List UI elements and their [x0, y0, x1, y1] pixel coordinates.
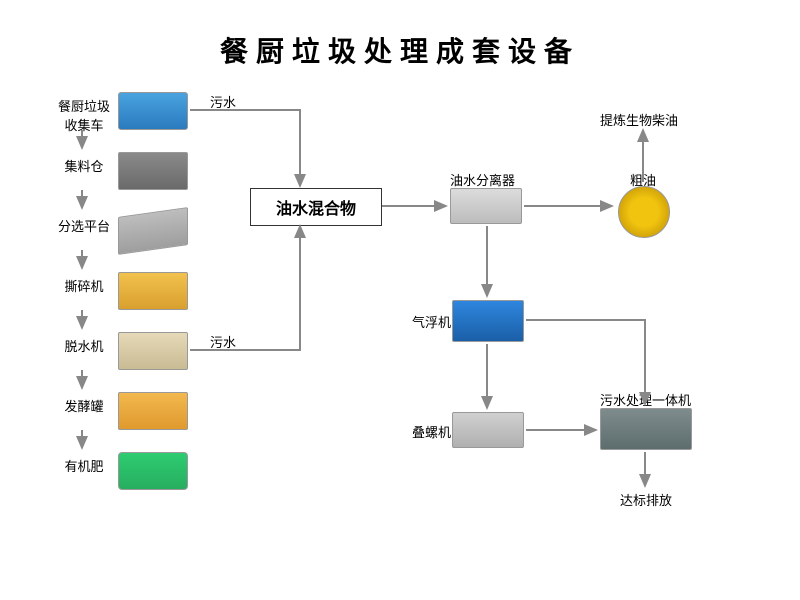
screw-label: 叠螺机 — [412, 422, 451, 441]
daf-label: 气浮机 — [412, 312, 451, 331]
biodiesel-label: 提炼生物柴油 — [600, 110, 678, 129]
mixture-label: 油水混合物 — [276, 195, 356, 219]
screw-equip — [452, 412, 524, 448]
sewage-label-top: 污水 — [210, 92, 236, 111]
sewage-label-mid: 污水 — [210, 332, 236, 351]
left-label-6: 有机肥 — [56, 456, 112, 475]
discharge-label: 达标排放 — [620, 490, 672, 509]
separator-equip — [450, 188, 522, 224]
left-label-0: 餐厨垃圾 收集车 — [56, 96, 112, 134]
left-equip-1 — [118, 152, 188, 190]
left-label-3: 撕碎机 — [56, 276, 112, 295]
wwtp-equip — [600, 408, 692, 450]
wwtp-label: 污水处理一体机 — [600, 390, 691, 409]
left-equip-2 — [118, 207, 188, 255]
left-equip-4 — [118, 332, 188, 370]
oil-cup — [618, 186, 670, 238]
diagram-title: 餐厨垃圾处理成套设备 — [0, 30, 800, 70]
separator-label: 油水分离器 — [450, 170, 515, 189]
left-label-2: 分选平台 — [56, 216, 112, 235]
left-equip-6 — [118, 452, 188, 490]
left-equip-3 — [118, 272, 188, 310]
left-label-5: 发酵罐 — [56, 396, 112, 415]
mixture-box: 油水混合物 — [250, 188, 382, 226]
left-equip-0 — [118, 92, 188, 130]
left-label-1: 集料仓 — [56, 156, 112, 175]
left-equip-5 — [118, 392, 188, 430]
daf-equip — [452, 300, 524, 342]
left-label-4: 脱水机 — [56, 336, 112, 355]
